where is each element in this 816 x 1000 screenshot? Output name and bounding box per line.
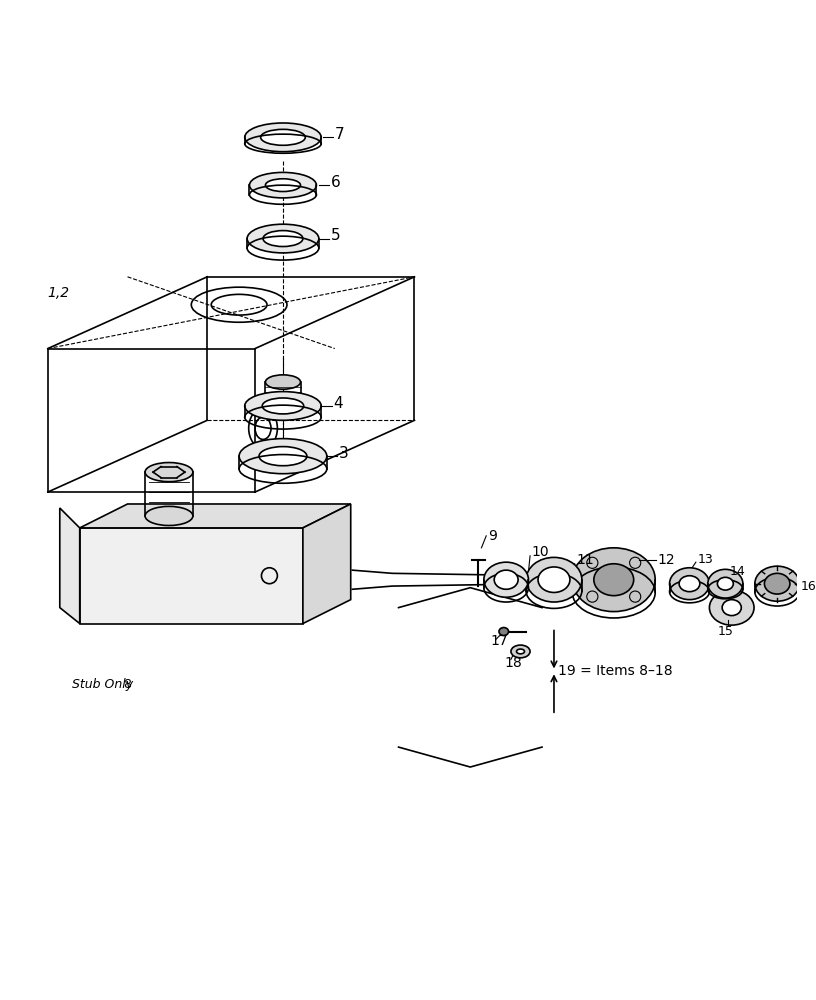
Polygon shape <box>80 528 303 624</box>
Ellipse shape <box>245 392 322 420</box>
Text: 13: 13 <box>698 553 713 566</box>
Ellipse shape <box>709 590 754 625</box>
Ellipse shape <box>245 123 322 152</box>
Text: 8: 8 <box>123 678 131 691</box>
Ellipse shape <box>489 575 499 584</box>
Text: 15: 15 <box>717 625 734 638</box>
Ellipse shape <box>259 447 307 466</box>
Text: 11: 11 <box>576 553 594 567</box>
Text: 3: 3 <box>339 446 348 461</box>
Text: 18: 18 <box>504 656 522 670</box>
Text: 17: 17 <box>490 634 508 648</box>
Text: 7: 7 <box>335 127 344 142</box>
Ellipse shape <box>145 463 193 482</box>
Text: 9: 9 <box>488 529 497 543</box>
Ellipse shape <box>265 375 300 389</box>
Ellipse shape <box>247 224 319 253</box>
Text: 14: 14 <box>730 565 745 578</box>
Ellipse shape <box>265 179 300 192</box>
Text: 4: 4 <box>333 396 343 411</box>
Ellipse shape <box>517 649 525 654</box>
Ellipse shape <box>263 231 303 247</box>
Ellipse shape <box>145 506 193 526</box>
Ellipse shape <box>484 562 529 597</box>
Ellipse shape <box>717 577 734 590</box>
Ellipse shape <box>239 439 326 474</box>
Ellipse shape <box>262 398 304 414</box>
Ellipse shape <box>755 566 800 601</box>
Ellipse shape <box>494 570 518 589</box>
Text: 1,2: 1,2 <box>48 286 70 300</box>
Polygon shape <box>60 508 80 624</box>
Text: 12: 12 <box>658 553 675 567</box>
Text: 16: 16 <box>801 580 816 593</box>
Ellipse shape <box>722 600 741 616</box>
Text: 19 = Items 8–18: 19 = Items 8–18 <box>558 664 672 678</box>
Ellipse shape <box>526 557 582 602</box>
Ellipse shape <box>679 576 700 592</box>
Ellipse shape <box>511 645 530 658</box>
Ellipse shape <box>538 567 570 592</box>
Text: 10: 10 <box>532 545 549 559</box>
Ellipse shape <box>765 573 790 594</box>
Ellipse shape <box>265 399 300 413</box>
Ellipse shape <box>572 548 655 612</box>
Text: 6: 6 <box>330 175 340 190</box>
Text: 5: 5 <box>330 228 340 243</box>
Ellipse shape <box>707 569 743 598</box>
Ellipse shape <box>250 172 317 198</box>
Text: Stub Only: Stub Only <box>72 678 133 691</box>
Polygon shape <box>80 504 351 528</box>
Ellipse shape <box>670 568 709 600</box>
Polygon shape <box>303 504 351 624</box>
Ellipse shape <box>260 129 305 145</box>
Ellipse shape <box>499 628 508 636</box>
Ellipse shape <box>594 564 634 596</box>
